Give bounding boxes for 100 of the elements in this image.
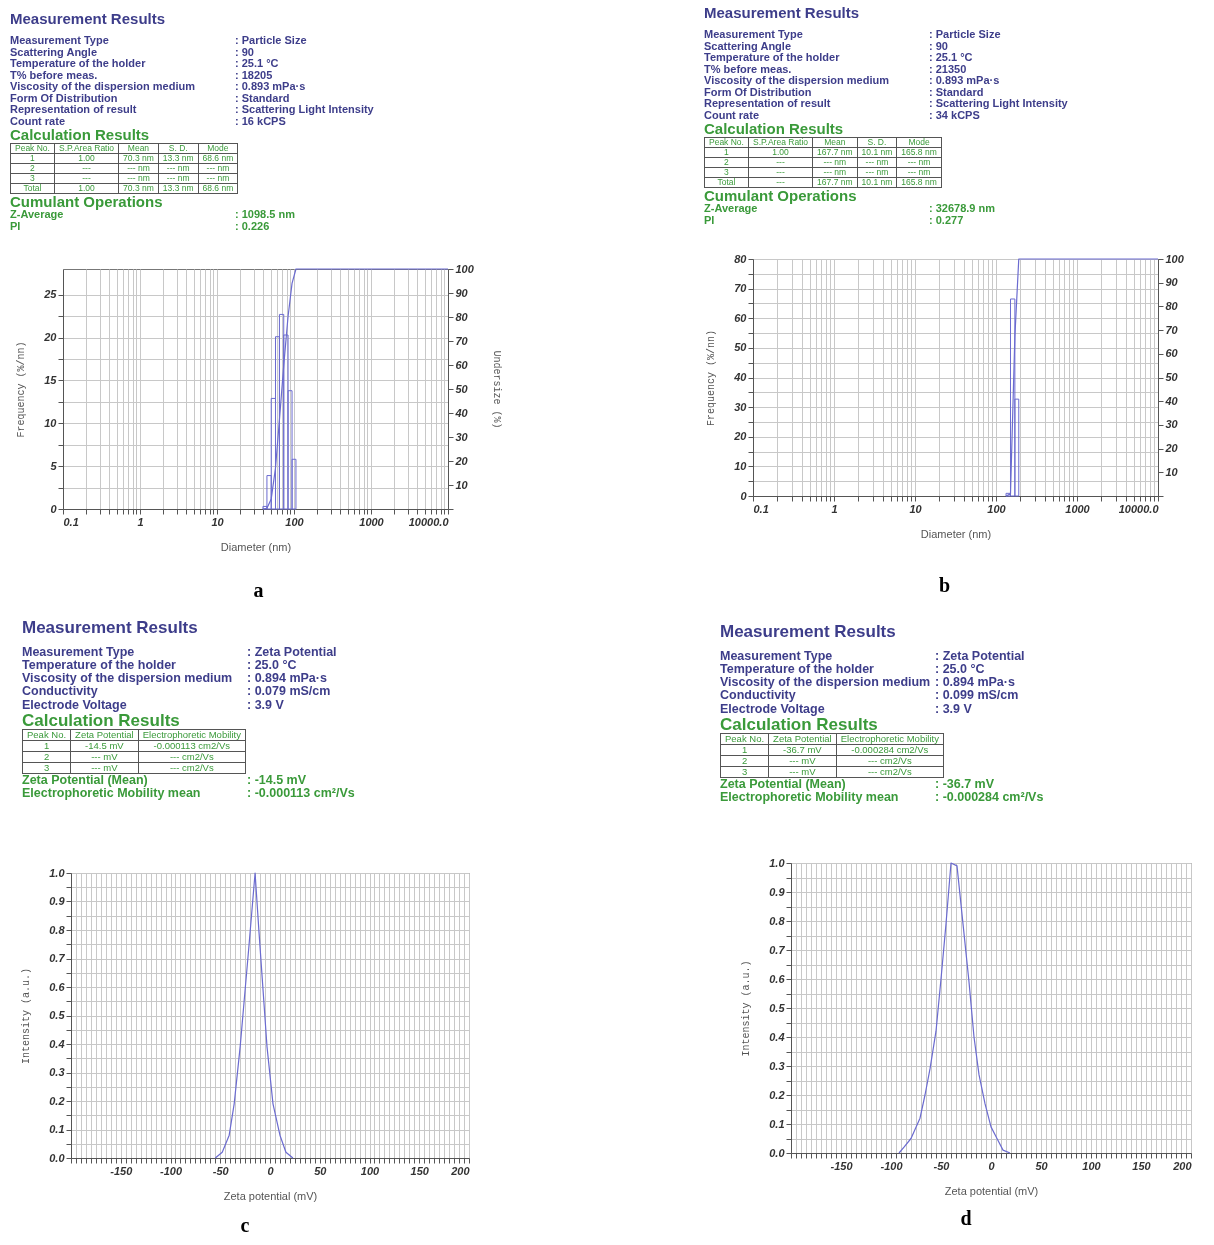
y-tick-label: 0 <box>740 489 748 502</box>
y2-tick-label: 50 <box>1165 371 1179 383</box>
y-tick-label: 0.3 <box>49 1066 65 1078</box>
x-tick-label: 100 <box>285 515 305 528</box>
text: c <box>239 1214 251 1237</box>
text: : Particle Size <box>235 34 307 47</box>
text: Peak No. <box>720 733 769 745</box>
y-tick-label: 15 <box>44 373 58 386</box>
text: -14.5 mV <box>70 740 139 752</box>
text: Measurement Results <box>720 622 897 642</box>
text: 70.3 nm <box>118 153 159 164</box>
text: Representation of result <box>10 103 138 116</box>
text: --- mV <box>768 755 837 767</box>
text: T% before meas. <box>704 62 793 76</box>
text: 68.6 nm <box>198 153 238 164</box>
text: : 34 kCPS <box>929 108 980 122</box>
y2-tick-label: 70 <box>455 334 469 347</box>
text: : 25.0 °C <box>935 662 985 677</box>
text: -0.000113 cm2/Vs <box>138 740 246 752</box>
text: Measurement Type <box>22 645 136 660</box>
text: PI <box>10 220 22 233</box>
text: 13.3 nm <box>158 182 199 194</box>
text: Measurement Results <box>22 618 199 638</box>
text: Z-Average <box>704 202 759 216</box>
text: Count rate <box>10 114 65 128</box>
text: a <box>252 579 265 602</box>
text: Calculation Results <box>704 120 845 138</box>
text: 70.3 nm <box>118 182 159 194</box>
y-tick-label: 20 <box>733 430 748 443</box>
text: Electrode Voltage <box>22 697 128 712</box>
text: Measurement Results <box>704 4 861 21</box>
text: Total <box>10 182 55 194</box>
y-tick-label: 0.2 <box>769 1088 785 1101</box>
text: : Standard <box>235 91 290 105</box>
text: : -14.5 mV <box>247 773 307 788</box>
text: --- cm2/Vs <box>138 751 246 763</box>
x-axis-title: Diameter (nm) <box>220 540 292 553</box>
y-axis-title: Frequency (%/nn) <box>706 329 718 427</box>
text: Scattering Angle <box>10 45 97 59</box>
text: : 3.9 V <box>935 701 972 716</box>
text: --- nm <box>158 162 199 174</box>
text: Mode <box>198 143 238 154</box>
text: : 0.894 mPa·s <box>935 675 1015 690</box>
text: Temperature of the holder <box>720 662 875 677</box>
x-tick-label: 150 <box>1132 1159 1152 1172</box>
text: : 3.9 V <box>247 697 284 712</box>
y-tick-label: 0.1 <box>49 1123 65 1135</box>
text: --- cm2/Vs <box>138 762 246 774</box>
text: --- nm <box>118 172 159 184</box>
text: Peak No. <box>22 729 71 741</box>
y2-tick-label: 20 <box>1164 442 1179 455</box>
text: 1.00 <box>54 153 119 164</box>
x-tick-label: 200 <box>1172 1159 1193 1172</box>
text: Zeta Potential <box>70 729 139 741</box>
text: Conductivity <box>720 688 797 703</box>
text: : -0.000284 cm²/Vs <box>935 790 1044 805</box>
text: : 25.0 °C <box>247 658 297 673</box>
text: : Scattering Light Intensity <box>235 103 374 116</box>
x-tick-label: 150 <box>410 1164 430 1177</box>
text: 165.8 nm <box>896 176 942 188</box>
text: : 0.894 mPa·s <box>247 671 327 686</box>
text: : -36.7 mV <box>935 777 995 792</box>
text: : 0.893 mPa·s <box>235 80 306 93</box>
text: : 0.099 mS/cm <box>935 688 1019 703</box>
y2-tick-label: 90 <box>455 286 469 299</box>
text: Temperature of the holder <box>704 51 841 64</box>
text: Electrophoretic Mobility <box>836 733 944 745</box>
text: Z-Average <box>10 208 65 222</box>
text: Temperature of the holder <box>10 57 147 70</box>
text: -0.000284 cm2/Vs <box>836 744 944 756</box>
text: : Zeta Potential <box>935 649 1025 664</box>
text: : 21350 <box>929 62 967 76</box>
text: : Particle Size <box>929 28 1001 41</box>
y2-tick-label: 20 <box>454 454 469 467</box>
y2-tick-label: 100 <box>1165 252 1185 265</box>
x-axis-title: Diameter (nm) <box>920 527 992 540</box>
text: Calculation Results <box>10 126 151 144</box>
text: Total <box>704 176 749 188</box>
text: Mean <box>812 137 858 148</box>
text: Electrophoretic Mobility <box>138 729 246 741</box>
y-tick-label: 0.4 <box>49 1037 65 1050</box>
text: Viscosity of the dispersion medium <box>720 675 932 690</box>
text: PI <box>704 214 716 227</box>
y-tick-label: 60 <box>734 311 748 324</box>
text: : 90 <box>929 39 948 53</box>
text: --- nm <box>857 166 897 178</box>
y2-tick-label: 70 <box>1165 323 1179 336</box>
text: Temperature of the holder <box>22 658 177 673</box>
y-tick-label: 25 <box>43 288 58 301</box>
x-tick-label: 1 <box>137 515 144 528</box>
y2-tick-label: 50 <box>455 382 469 395</box>
y-tick-label: 1.0 <box>49 866 66 879</box>
x-tick-label: 10 <box>909 502 923 515</box>
text: S.P.Area Ratio <box>748 137 813 148</box>
text: 1.00 <box>748 147 813 158</box>
text: b <box>937 574 952 597</box>
x-tick-label: 100 <box>1082 1159 1102 1172</box>
y2-tick-label: 60 <box>455 358 469 371</box>
text: 3 <box>720 766 769 778</box>
text: Zeta Potential <box>768 733 837 745</box>
